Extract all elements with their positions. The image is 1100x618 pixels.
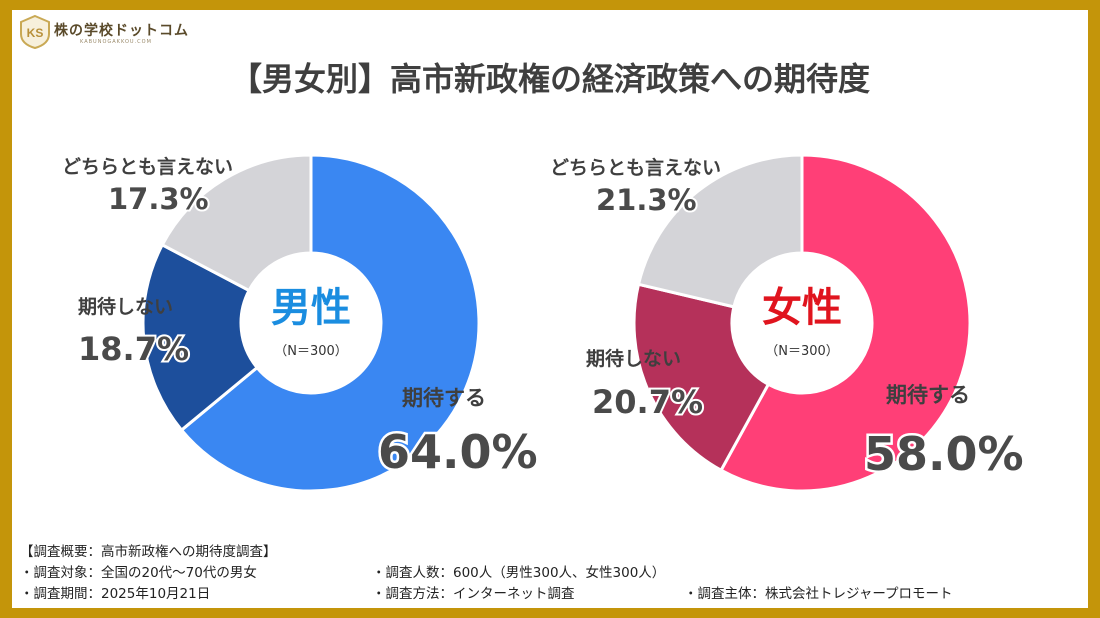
value-label-expect: 58.0%: [864, 427, 1024, 481]
category-label-expect: 期待する: [402, 386, 486, 410]
donut-center: [242, 254, 380, 392]
svg-text:KS: KS: [27, 26, 44, 40]
chart-men: 男性 （N＝300） 期待する 64.0% 期待しない 18.7% どちらとも言えない 17.…: [62, 153, 540, 493]
donut-slice-expect: [179, 153, 481, 493]
survey-footer: 【調査概要：高市新政権への期待度調査】 ・調査対象：全国の20代～70代の男女 …: [20, 542, 1080, 606]
brand-shield-icon: KS: [20, 14, 50, 50]
donut-center-sample-size: （N＝300）: [765, 344, 839, 359]
survey-period: ・調査期間：2025年10月21日: [20, 586, 211, 602]
donut-charts: 男性 （N＝300） 期待する 64.0% 期待しない 18.7% どちらとも言えない 17.…: [62, 153, 1026, 493]
brand-name: 株の学校ドットコム: [54, 23, 189, 39]
survey-method: ・調査方法：インターネット調査: [372, 586, 575, 602]
brand-logo[interactable]: KS 株の学校ドットコム KABUNOGAKKOU.COM: [18, 14, 218, 54]
value-label-expect: 64.0%: [378, 425, 538, 479]
category-label-neutral: どちらとも言えない: [550, 156, 721, 179]
chart-women: 女性 （N＝300） 期待する 58.0% 期待しない 20.7% どちらとも言えない 21.…: [550, 153, 1026, 493]
category-label-neutral: どちらとも言えない: [62, 155, 233, 178]
donut-center-title: 女性: [762, 285, 842, 331]
page-title: 【男女別】高市新政権の経済政策への期待度: [229, 60, 870, 98]
value-label-not-expect: 18.7%: [78, 330, 189, 368]
value-label-neutral: 17.3%: [108, 182, 209, 216]
category-label-not-expect: 期待しない: [586, 347, 681, 370]
survey-heading: 【調査概要：高市新政権への期待度調査】: [20, 544, 277, 560]
brand-subtitle: KABUNOGAKKOU.COM: [80, 39, 152, 45]
donut-slice-not-expect: [632, 282, 771, 473]
donut-slice-neutral: [160, 153, 313, 293]
value-label-neutral: 21.3%: [596, 183, 697, 217]
survey-target: ・調査対象：全国の20代～70代の男女: [20, 565, 257, 581]
category-label-not-expect: 期待しない: [78, 295, 173, 318]
survey-count: ・調査人数：600人（男性300人、女性300人）: [372, 565, 666, 581]
category-label-expect: 期待する: [886, 383, 970, 407]
survey-sponsor: ・調査主体：株式会社トレジャープロモート: [684, 586, 953, 602]
donut-slice-expect: [719, 153, 972, 493]
value-label-not-expect: 20.7%: [592, 383, 703, 421]
donut-slice-neutral: [636, 153, 804, 309]
donut-center-title: 男性: [271, 285, 351, 331]
infographic-frame: KS 株の学校ドットコム KABUNOGAKKOU.COM 【男女別】高市新政権…: [12, 10, 1088, 608]
donut-slice-not-expect: [141, 242, 260, 433]
donut-center-sample-size: （N＝300）: [274, 344, 348, 359]
donut-center: [733, 254, 871, 392]
